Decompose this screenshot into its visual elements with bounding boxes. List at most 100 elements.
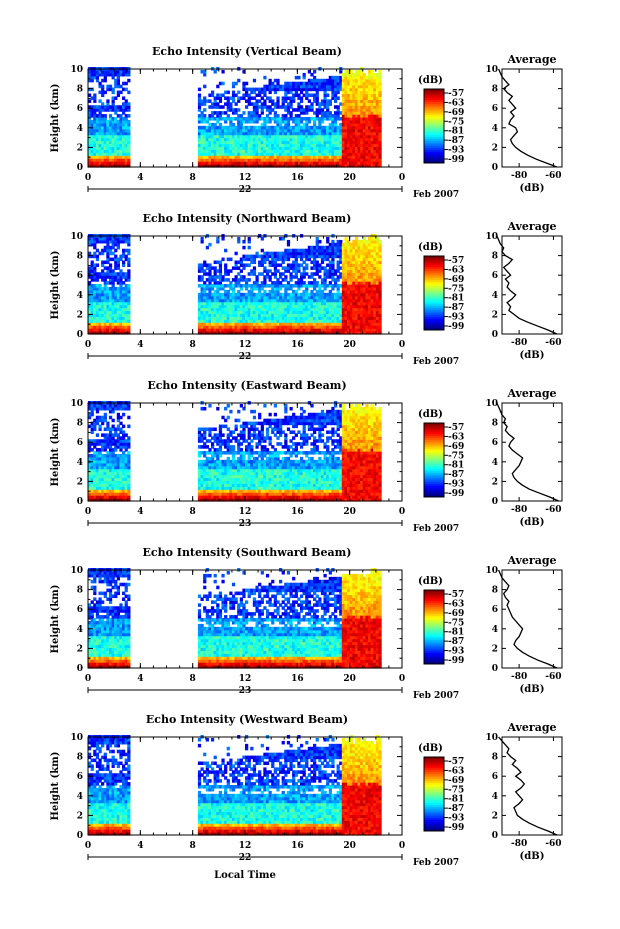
x-tick-label: 8 xyxy=(190,340,196,350)
y-tick-label: 10 xyxy=(70,232,83,242)
panel-1: Echo Intensity (Vertical Beam)0 4 8 12 16 20 0… xyxy=(50,45,562,200)
y-axis-label: Height (km) xyxy=(50,251,61,320)
x-tick-label: 4 xyxy=(137,340,143,350)
heatmap-cell xyxy=(203,85,206,89)
average-x-tick-label: -80 xyxy=(511,171,527,181)
heatmap-cell xyxy=(221,258,224,262)
y-tick-label: 8 xyxy=(77,85,83,95)
heatmap-cell xyxy=(127,114,130,118)
heatmap xyxy=(88,234,382,335)
heatmap-cell xyxy=(297,76,300,80)
heatmap-cell xyxy=(305,263,308,267)
heatmap-cell xyxy=(318,240,321,244)
heatmap-cell xyxy=(211,91,214,95)
average-title: Average xyxy=(506,220,556,233)
heatmap-cell xyxy=(127,249,130,253)
heatmap-cell xyxy=(242,111,245,115)
heatmap-cell xyxy=(109,263,112,267)
heatmap-cell xyxy=(235,252,238,256)
heatmap-cell xyxy=(203,108,206,112)
average-y-tick-label: 2 xyxy=(492,143,498,153)
average-y-tick-label: 0 xyxy=(492,330,498,340)
panel-title: Echo Intensity (Vertical Beam) xyxy=(152,45,342,58)
month-label: Feb 2007 xyxy=(413,357,459,367)
heatmap-cell xyxy=(237,91,240,95)
date-label: 22 xyxy=(239,352,252,362)
panel-3: Echo Intensity (Eastward Beam)0 4 8 12 16 20 0… xyxy=(50,379,562,534)
heatmap-cell xyxy=(198,94,201,98)
colorbar-tick-label: -99 xyxy=(448,322,464,332)
average-x-label: (dB) xyxy=(520,183,545,194)
date-label: 22 xyxy=(239,185,252,195)
heatmap xyxy=(88,401,382,502)
y-tick-label: 8 xyxy=(77,252,83,262)
heatmap-cell xyxy=(248,278,251,282)
average-profile-line xyxy=(499,69,557,167)
heatmap-cell xyxy=(224,263,227,267)
heatmap-cell xyxy=(127,284,130,288)
panel-title: Echo Intensity (Northward Beam) xyxy=(143,212,352,225)
x-tick-label: 12 xyxy=(239,340,252,350)
heatmap-cell xyxy=(96,433,99,437)
average-y-tick-label: 4 xyxy=(492,291,498,301)
y-tick-label: 2 xyxy=(77,310,83,320)
x-tick-label: 16 xyxy=(291,340,304,350)
y-tick-label: 6 xyxy=(77,104,83,114)
heatmap-cell xyxy=(253,79,256,83)
average-y-tick-label: 8 xyxy=(492,252,498,262)
y-tick-label: 4 xyxy=(77,124,83,134)
x-tick-label: 20 xyxy=(343,173,356,183)
average-y-tick-label: 10 xyxy=(485,232,498,242)
average-y-tick-label: 0 xyxy=(492,163,498,173)
colorbar-tick-label: -99 xyxy=(448,155,464,165)
average-x-tick-label: -80 xyxy=(511,338,527,348)
y-tick-label: 2 xyxy=(77,143,83,153)
heatmap-cell xyxy=(104,114,107,118)
heatmap-cell xyxy=(127,102,130,106)
heatmap-cell xyxy=(127,258,130,262)
heatmap-cell xyxy=(127,91,130,95)
y-tick-label: 4 xyxy=(77,291,83,301)
heatmap-cell xyxy=(229,258,232,262)
average-frame xyxy=(502,236,562,334)
heatmap-cell xyxy=(337,96,340,100)
average-profile-line xyxy=(497,236,557,334)
heatmap-cell xyxy=(106,99,109,103)
x-tick-label: 20 xyxy=(343,340,356,350)
heatmap-cell xyxy=(201,237,204,241)
y-tick-label: 6 xyxy=(77,271,83,281)
x-tick-label: 0 xyxy=(85,173,91,183)
echo-intensity-figure: Echo Intensity (Vertical Beam)0 4 8 12 16 20 0… xyxy=(0,0,620,929)
x-tick-label: 0 xyxy=(399,340,405,350)
average-x-tick-label: -60 xyxy=(545,338,561,348)
heatmap-cell xyxy=(237,237,240,241)
heatmap-cell xyxy=(127,120,130,124)
heatmap-cell xyxy=(378,240,381,244)
heatmap-cell xyxy=(227,91,230,95)
month-label: Feb 2007 xyxy=(413,190,459,200)
panel-2: Echo Intensity (Northward Beam)0 4 8 12 16 20… xyxy=(50,212,562,367)
x-tick-label: 0 xyxy=(399,173,405,183)
x-tick-label: 16 xyxy=(291,173,304,183)
heatmap-cell xyxy=(96,263,99,267)
colorbar-unit: (dB) xyxy=(418,242,443,253)
heatmap-cell xyxy=(276,96,279,100)
x-tick-label: 0 xyxy=(85,340,91,350)
y-axis-label: Height (km) xyxy=(50,84,61,153)
heatmap-cell xyxy=(276,79,279,83)
heatmap-cell xyxy=(378,70,381,74)
heatmap-cell xyxy=(303,73,306,77)
x-tick-label: 12 xyxy=(239,173,252,183)
y-tick-label: 0 xyxy=(77,330,83,340)
heatmap-cell xyxy=(127,79,130,83)
average-title: Average xyxy=(506,53,556,66)
panel-title: Echo Intensity (Eastward Beam) xyxy=(147,379,346,392)
heatmap-cell xyxy=(198,88,201,92)
y-tick-label: 0 xyxy=(77,163,83,173)
x-tick-label: 8 xyxy=(190,173,196,183)
heatmap-cell xyxy=(237,108,240,112)
heatmap-cell xyxy=(248,237,251,241)
heatmap-cell xyxy=(221,82,224,86)
x-tick-label: 4 xyxy=(137,173,143,183)
y-tick-label: 10 xyxy=(70,65,83,75)
